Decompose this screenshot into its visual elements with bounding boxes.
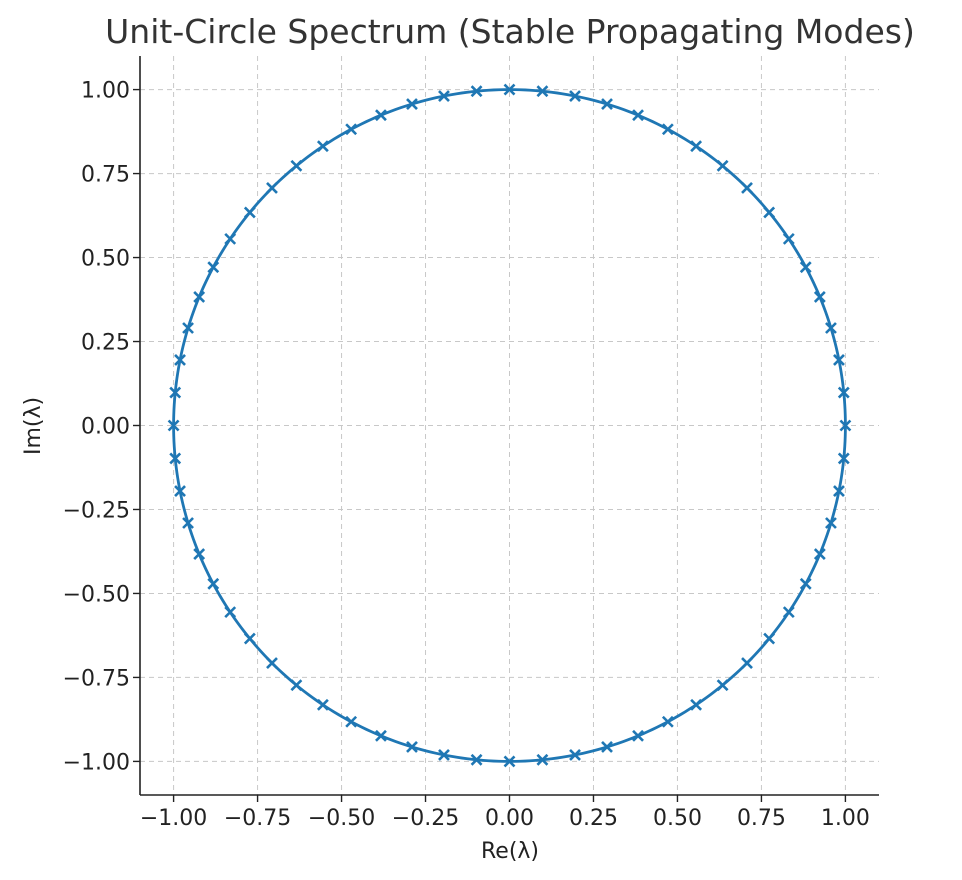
eigenvalue-point — [406, 741, 418, 753]
y-tick-label: 0.75 — [81, 163, 130, 188]
eigenvalue-point — [503, 83, 516, 96]
eigenvalue-point — [470, 753, 483, 766]
eigenvalue-point — [290, 159, 303, 172]
y-tick-label: −0.75 — [63, 666, 130, 691]
x-tick-label: −0.75 — [224, 806, 291, 831]
eigenvalue-point — [266, 182, 278, 194]
eigenvalue-point — [763, 632, 776, 645]
eigenvalue-point — [207, 577, 220, 590]
eigenvalue-point — [375, 729, 387, 742]
eigenvalue-point — [569, 90, 581, 102]
eigenvalue-point — [167, 419, 180, 432]
eigenvalue-point — [716, 679, 729, 692]
eigenvalue-point — [536, 85, 549, 98]
eigenvalue-point — [799, 577, 812, 590]
eigenvalue-point — [470, 85, 483, 98]
eigenvalue-point — [536, 753, 549, 766]
eigenvalue-point — [174, 354, 186, 366]
eigenvalue-point — [243, 206, 256, 219]
eigenvalue-point — [839, 419, 852, 432]
eigenvalue-point — [601, 98, 613, 110]
x-tick-label: 0.75 — [737, 806, 786, 831]
eigenvalue-point — [782, 606, 795, 619]
x-tick-label: −0.25 — [392, 806, 459, 831]
eigenvalue-point — [243, 632, 256, 645]
eigenvalue-point — [569, 749, 581, 761]
x-tick-label: −0.50 — [308, 806, 375, 831]
eigenvalue-point — [438, 749, 450, 761]
eigenvalue-point — [316, 698, 329, 711]
eigenvalue-point — [799, 261, 812, 274]
eigenvalue-point — [193, 548, 206, 560]
eigenvalue-point — [224, 232, 237, 245]
y-tick-label: 0.50 — [81, 247, 130, 272]
eigenvalue-point — [763, 206, 776, 219]
eigenvalue-point — [833, 485, 845, 497]
eigenvalue-point — [316, 140, 329, 153]
eigenvalue-point — [169, 452, 182, 465]
eigenvalue-point — [375, 109, 387, 122]
y-tick-label: −0.25 — [63, 498, 130, 523]
chart-title: Unit-Circle Spectrum (Stable Propagating… — [105, 12, 915, 51]
eigenvalue-point — [741, 182, 753, 194]
grid — [140, 56, 879, 795]
eigenvalue-point — [406, 98, 418, 110]
eigenvalue-point — [601, 741, 613, 753]
eigenvalue-point — [690, 140, 703, 153]
eigenvalue-point — [438, 90, 450, 102]
eigenvalue-point — [193, 291, 206, 303]
x-tick-label: 0.25 — [569, 806, 618, 831]
y-tick-label: −1.00 — [63, 750, 130, 775]
x-tick-label: 1.00 — [821, 806, 870, 831]
eigenvalue-markers — [167, 83, 852, 768]
eigenvalue-point — [345, 123, 358, 136]
eigenvalue-point — [782, 232, 795, 245]
eigenvalue-point — [632, 109, 644, 122]
eigenvalue-point — [741, 657, 753, 669]
x-tick-label: 0.50 — [653, 806, 702, 831]
eigenvalue-point — [837, 452, 850, 465]
eigenvalue-point — [690, 698, 703, 711]
eigenvalue-point — [632, 729, 644, 742]
eigenvalue-point — [182, 322, 194, 334]
eigenvalue-point — [833, 354, 845, 366]
x-tick-label: −1.00 — [140, 806, 207, 831]
eigenvalue-point — [825, 322, 837, 334]
eigenvalue-point — [503, 755, 516, 768]
eigenvalue-point — [182, 517, 194, 529]
y-tick-label: −0.50 — [63, 582, 130, 607]
eigenvalue-point — [266, 657, 278, 669]
x-tick-label: 0.00 — [485, 806, 534, 831]
eigenvalue-point — [224, 606, 237, 619]
x-axis-label: Re(λ) — [481, 839, 539, 864]
eigenvalue-point — [825, 517, 837, 529]
eigenvalue-point — [813, 291, 826, 303]
eigenvalue-point — [813, 548, 826, 560]
eigenvalue-point — [345, 715, 358, 728]
y-tick-label: 0.00 — [81, 415, 130, 440]
eigenvalue-point — [169, 386, 182, 399]
eigenvalue-point — [207, 261, 220, 274]
eigenvalue-point — [661, 715, 674, 728]
eigenvalue-point — [290, 679, 303, 692]
eigenvalue-point — [837, 386, 850, 399]
y-tick-label: 0.25 — [81, 331, 130, 356]
eigenvalue-point — [174, 485, 186, 497]
eigenvalue-point — [716, 159, 729, 172]
y-tick-label: 1.00 — [81, 79, 130, 104]
x-axis-ticks: −1.00 −0.75 −0.50 −0.25 0.00 0.25 0.50 0.75 1.00 — [140, 795, 870, 831]
y-axis-label: Im(λ) — [21, 397, 46, 455]
eigenvalue-point — [661, 123, 674, 136]
y-axis-ticks: −1.00 −0.75 −0.50 −0.25 0.00 0.25 0.50 0.75 1.00 — [63, 79, 140, 775]
